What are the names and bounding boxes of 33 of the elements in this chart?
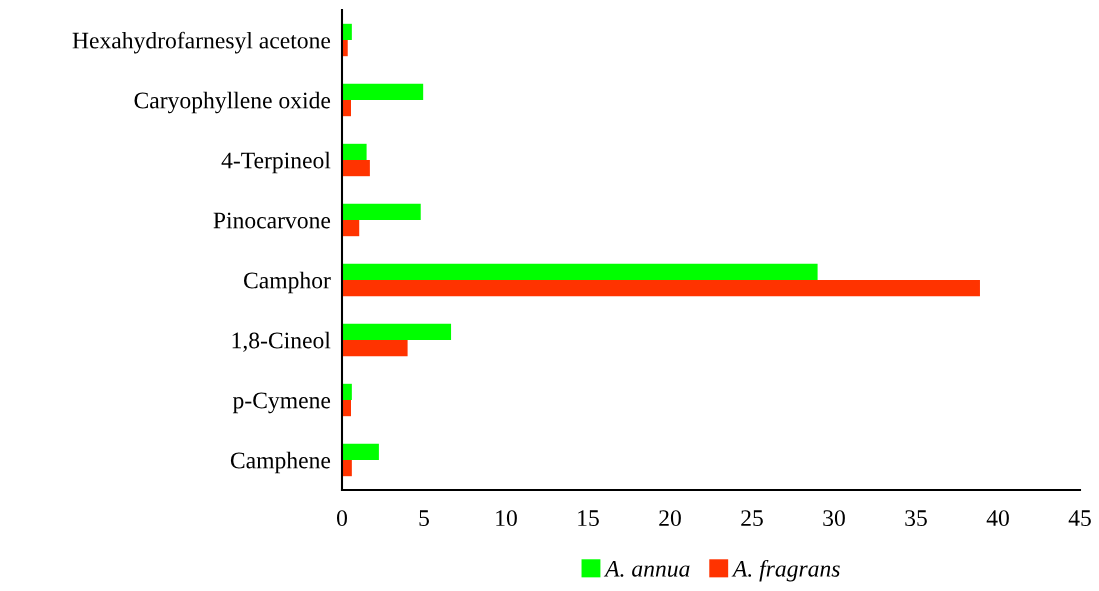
y-tick-label: Pinocarvone (213, 212, 331, 229)
bar (342, 220, 360, 237)
x-tick-label: 15 (578, 510, 599, 527)
bar (342, 383, 352, 400)
legend-label: A. annua (603, 560, 690, 577)
legend-label: A. fragrans (731, 559, 840, 582)
y-tick-label: 1,8-Cineol (232, 331, 331, 352)
bar (342, 443, 379, 460)
y-tick-label: Caryophyllene oxide (134, 91, 331, 114)
x-tick-label: 5 (419, 510, 429, 527)
bar (342, 460, 352, 477)
y-tick-label: 4-Terpineol (221, 151, 331, 174)
x-tick-label: 40 (986, 510, 1009, 527)
y-tick-label: Hexahydrofarnesyl acetone (72, 31, 331, 54)
x-tick-label: 25 (741, 510, 763, 527)
bar (342, 203, 421, 220)
bar (342, 23, 352, 40)
y-tick-label: Camphene (230, 451, 331, 474)
x-tick-label: 10 (496, 510, 517, 527)
y-tick-label: Camphor (243, 271, 331, 294)
bar (342, 340, 408, 357)
bar (342, 280, 980, 297)
bar (342, 263, 818, 280)
bar (342, 323, 452, 340)
x-tick-label: 0 (337, 510, 347, 527)
x-tick-label: 35 (905, 510, 927, 527)
bar (342, 160, 370, 177)
x-tick-label: 45 (1068, 510, 1091, 527)
y-tick-label: p-Cymene (232, 392, 331, 414)
x-tick-label: 20 (659, 510, 681, 527)
bar (342, 83, 424, 100)
bar (342, 143, 367, 160)
x-tick-label: 30 (823, 510, 845, 527)
